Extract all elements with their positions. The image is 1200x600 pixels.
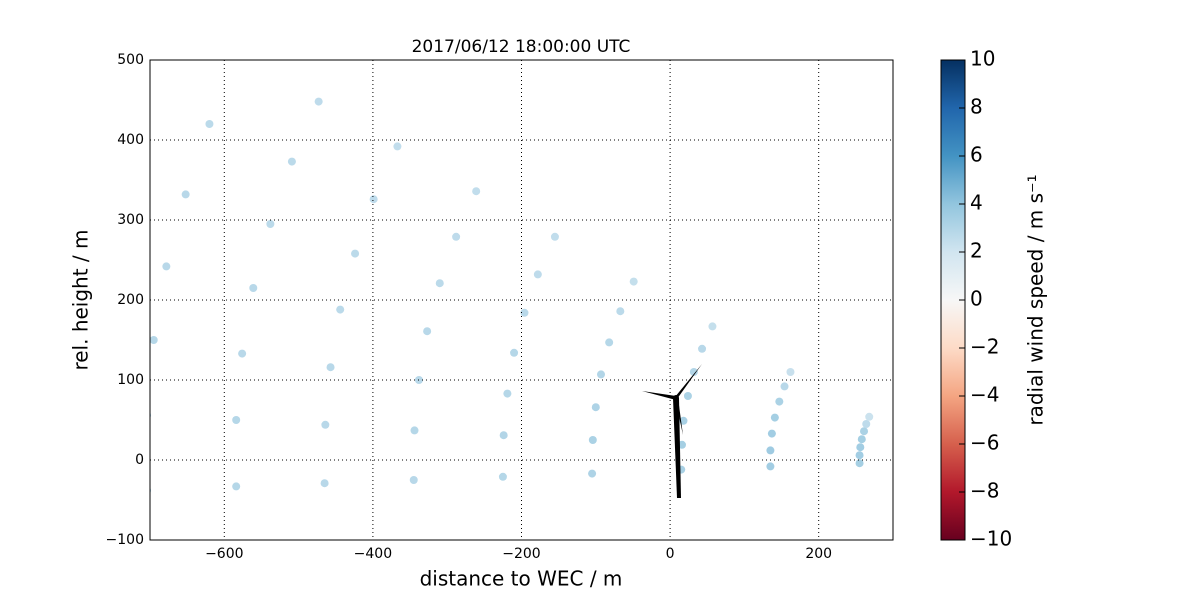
turbine-hub xyxy=(673,395,679,401)
colorbar-tick-label: −10 xyxy=(970,527,1012,551)
x-tick-label: −400 xyxy=(354,546,392,562)
point xyxy=(605,338,614,347)
point xyxy=(510,348,519,357)
point xyxy=(232,416,241,424)
y-tick-label: 300 xyxy=(117,212,144,228)
x-axis-label: distance to WEC / m xyxy=(420,567,623,591)
point xyxy=(766,446,775,455)
colorbar-tick-label: −2 xyxy=(970,335,999,359)
point xyxy=(503,389,512,398)
point xyxy=(266,220,275,228)
turbine-blade xyxy=(642,391,676,400)
point xyxy=(181,190,190,199)
colorbar-tick-label: −6 xyxy=(970,431,999,455)
point xyxy=(856,443,865,452)
colorbar-tick-label: 10 xyxy=(970,47,995,71)
y-tick-label: 500 xyxy=(117,52,144,68)
point xyxy=(770,413,779,422)
point xyxy=(236,52,244,60)
turbine-tower xyxy=(673,398,681,498)
point xyxy=(550,232,559,241)
scatter-points xyxy=(150,52,874,494)
colorbar-tick-label: 0 xyxy=(970,287,983,311)
point xyxy=(336,305,345,314)
chart-title: 2017/06/12 18:00:00 UTC xyxy=(412,37,631,57)
point xyxy=(423,327,432,336)
point xyxy=(588,469,597,478)
y-tick-label: −100 xyxy=(106,532,144,548)
point xyxy=(708,322,717,331)
colorbar-tick-label: 8 xyxy=(970,95,983,119)
turbine-blade xyxy=(675,398,683,435)
point xyxy=(857,435,866,444)
point xyxy=(855,451,864,460)
point xyxy=(766,462,775,471)
point xyxy=(314,97,323,106)
turbine xyxy=(642,364,702,498)
point xyxy=(452,232,461,241)
point xyxy=(410,426,419,435)
point xyxy=(205,120,214,128)
point xyxy=(249,284,258,292)
x-tick-label: 0 xyxy=(666,546,675,562)
point xyxy=(409,476,418,484)
point xyxy=(326,363,335,372)
point xyxy=(689,368,698,376)
point xyxy=(435,279,444,288)
point xyxy=(698,344,707,353)
point xyxy=(393,142,402,151)
point xyxy=(369,195,378,204)
y-tick-label: 400 xyxy=(117,132,144,148)
point xyxy=(679,416,688,425)
x-tick-label: −600 xyxy=(205,546,243,562)
point xyxy=(351,249,360,258)
y-tick-label: 100 xyxy=(117,372,144,388)
point xyxy=(238,349,247,358)
point xyxy=(780,382,789,391)
point xyxy=(232,482,241,491)
point xyxy=(533,270,542,279)
point xyxy=(321,420,330,429)
point xyxy=(616,307,625,316)
colorbar-label: radial wind speed / m s⁻¹ xyxy=(1024,174,1048,425)
point xyxy=(855,459,864,468)
point xyxy=(588,436,597,444)
point xyxy=(320,479,329,488)
point xyxy=(472,187,481,196)
point xyxy=(162,262,171,271)
point xyxy=(865,412,874,421)
point xyxy=(591,403,600,412)
colorbar-tick-label: −8 xyxy=(970,479,999,503)
y-tick-label: 0 xyxy=(135,452,144,468)
point xyxy=(683,392,692,400)
point xyxy=(862,420,871,428)
point xyxy=(498,472,507,481)
point xyxy=(775,397,784,406)
point xyxy=(767,429,776,438)
x-tick-label: −200 xyxy=(502,546,540,562)
point xyxy=(629,277,638,286)
y-axis-label: rel. height / m xyxy=(69,229,93,370)
point xyxy=(786,368,795,376)
point xyxy=(677,440,686,449)
colorbar-tick-label: −4 xyxy=(970,383,999,407)
point xyxy=(520,308,529,317)
point xyxy=(499,431,508,440)
point xyxy=(597,370,606,379)
y-tick-label: 200 xyxy=(117,292,144,308)
point xyxy=(287,157,296,166)
point xyxy=(150,336,158,344)
colorbar-tick-label: 2 xyxy=(970,239,983,263)
x-tick-label: 200 xyxy=(805,546,832,562)
colorbar-tick-label: 6 xyxy=(970,143,983,167)
colorbar-tick-label: 4 xyxy=(970,191,983,215)
turbine-blade xyxy=(675,364,702,399)
point xyxy=(860,427,869,436)
